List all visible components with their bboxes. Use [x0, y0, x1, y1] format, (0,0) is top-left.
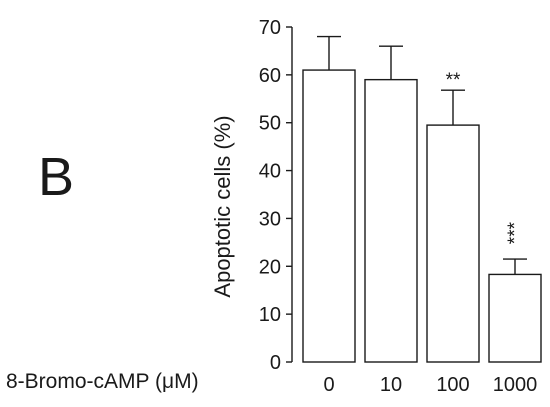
- y-tick-label: 0: [270, 352, 281, 374]
- x-axis-title: 8-Bromo-cAMP (μM): [6, 370, 199, 393]
- y-tick-label: 40: [259, 161, 281, 183]
- significance-label: **: [446, 70, 461, 91]
- y-axis-title: Apoptotic cells (%): [210, 115, 235, 297]
- panel-letter: B: [38, 147, 75, 207]
- significance-label: ***: [505, 221, 526, 244]
- x-tick-label: 1000: [493, 374, 538, 396]
- y-tick-label: 70: [259, 17, 281, 39]
- x-tick-label: 0: [323, 374, 334, 396]
- y-tick-label: 50: [259, 113, 281, 135]
- bar: [302, 69, 356, 363]
- bar: [426, 124, 480, 363]
- y-tick-label: 30: [259, 208, 281, 230]
- y-tick-label: 20: [259, 256, 281, 278]
- y-tick-label: 10: [259, 304, 281, 326]
- axes: [286, 26, 293, 363]
- x-tick-label: 100: [436, 374, 469, 396]
- bar: [488, 273, 542, 363]
- bar: [364, 78, 418, 363]
- y-tick-label: 60: [259, 65, 281, 87]
- x-tick-label: 10: [380, 374, 402, 396]
- bars: [302, 35, 542, 363]
- labels: 0 10 20 30 40 50 60 70 Apoptotic cells (%) 0 10 ** 1…: [210, 17, 537, 396]
